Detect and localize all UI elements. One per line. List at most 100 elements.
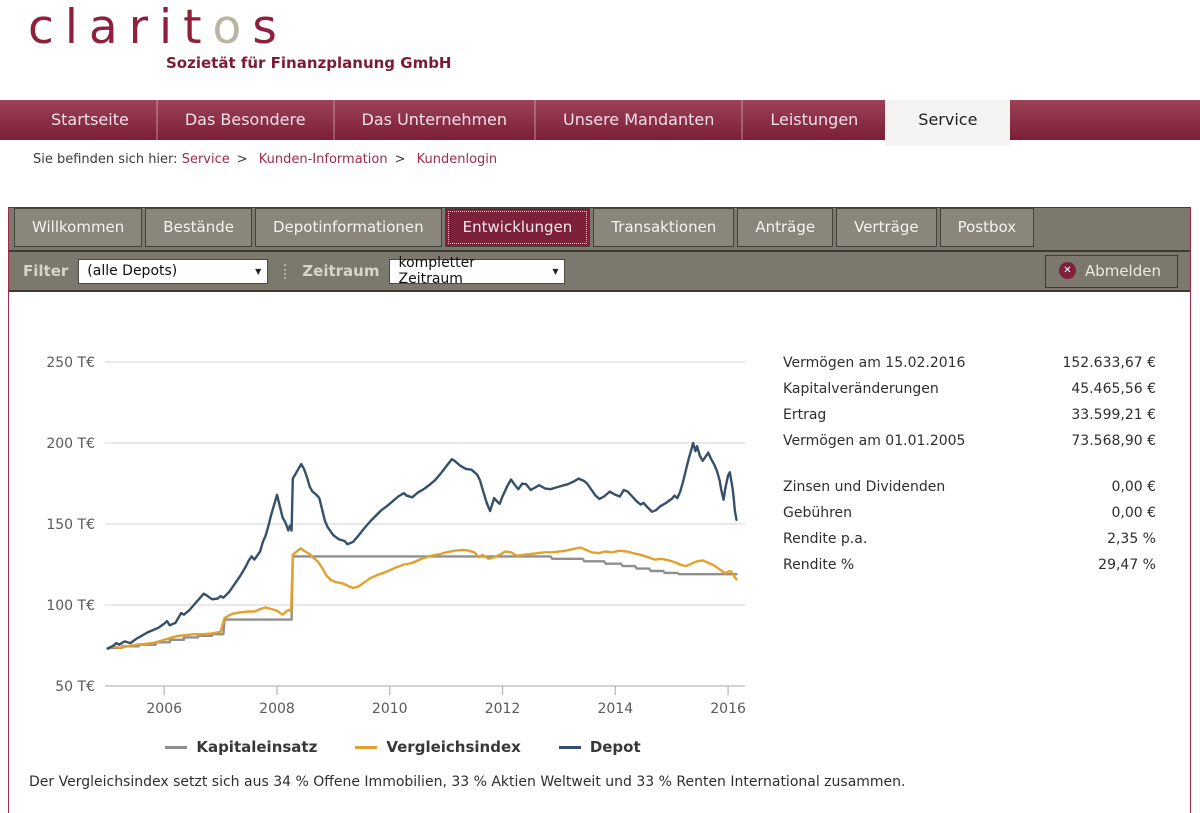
stat-row: Ertrag 33.599,21 € (783, 402, 1156, 428)
tab-strip: Willkommen Bestände Depotinformationen Entw… (9, 207, 1190, 252)
stat-row: Vermögen am 01.01.2005 73.568,90 € (783, 428, 1156, 454)
logo-letter: c (28, 0, 65, 55)
y-axis-tick-label: 150 T€ (46, 517, 95, 533)
tab-vertr-ge[interactable]: Verträge (836, 208, 937, 247)
stat-label: Gebühren (783, 505, 853, 521)
legend-item-vergleichsindex: Vergleichsindex (355, 738, 521, 756)
stat-label: Vermögen am 01.01.2005 (783, 433, 966, 449)
chart-content: 50 T€ 100 T€ 150 T€ 200 T€ 250 T€ 2006 2008 201… (9, 292, 1190, 790)
breadcrumb-separator: > (236, 152, 248, 167)
y-axis-tick-label: 250 T€ (46, 355, 95, 371)
chart-legend: Kapitaleinsatz Vergleichsindex Depot (45, 738, 761, 756)
stat-row: Kapitalveränderungen 45.465,56 € (783, 376, 1156, 402)
stat-value: 152.633,67 € (1062, 355, 1156, 371)
nav-item-leistungen[interactable]: Leistungen (741, 100, 885, 140)
y-axis-tick-label: 100 T€ (46, 598, 95, 614)
logo-letter: l (64, 0, 89, 55)
tab-best-nde[interactable]: Bestände (145, 208, 252, 247)
logo-letter: s (252, 0, 288, 55)
logo-letter: r (128, 0, 160, 55)
stat-label: Zinsen und Dividenden (783, 479, 946, 495)
line-chart: 50 T€ 100 T€ 150 T€ 200 T€ 250 T€ 2006 2008 201… (46, 355, 746, 717)
series-line-vergleichsindex (106, 546, 738, 650)
zeitraum-select[interactable]: kompletter Zeitraum ▼ (389, 255, 566, 287)
nav-item-service[interactable]: Service (885, 100, 1011, 146)
legend-swatch-icon (558, 745, 581, 749)
tab-antr-ge[interactable]: Anträge (737, 208, 834, 247)
breadcrumb-link[interactable]: Kundenlogin (416, 152, 498, 167)
legend-swatch-icon (355, 745, 378, 749)
y-axis-tick-label: 200 T€ (46, 436, 95, 452)
tab-postbox[interactable]: Postbox (939, 208, 1035, 247)
logo-letter: t (183, 0, 213, 55)
stat-value: 0,00 € (1111, 505, 1156, 521)
chevron-down-icon: ▼ (255, 266, 262, 276)
stat-row: Zinsen und Dividenden 0,00 € (783, 474, 1156, 500)
nav-item-das-unternehmen[interactable]: Das Unternehmen (332, 100, 535, 140)
legend-label: Depot (589, 738, 641, 756)
legend-item-kapitaleinsatz: Kapitaleinsatz (165, 738, 317, 756)
brand-logo: claritos (28, 0, 288, 56)
stat-group: Vermögen am 15.02.2016 152.633,67 € Kapita… (783, 350, 1156, 454)
x-axis-tick-label: 2016 (710, 701, 746, 717)
stat-row: Gebühren 0,00 € (783, 500, 1156, 526)
stat-label: Rendite p.a. (783, 531, 868, 547)
stat-value: 45.465,56 € (1071, 381, 1156, 397)
stat-value: 29,47 % (1098, 557, 1156, 573)
x-axis-tick-label: 2006 (146, 701, 182, 717)
logo-letter: a (88, 0, 129, 55)
y-axis-tick-label: 50 T€ (55, 679, 95, 695)
tab-transaktionen[interactable]: Transaktionen (593, 208, 735, 247)
stat-label: Kapitalveränderungen (783, 381, 939, 397)
stat-value: 33.599,21 € (1071, 407, 1156, 423)
page-header: claritos Sozietät für Finanzplanung GmbH (0, 0, 1200, 100)
stat-value: 2,35 % (1107, 531, 1156, 547)
nav-item-das-besondere[interactable]: Das Besondere (155, 100, 333, 140)
stat-group: Zinsen und Dividenden 0,00 € Gebühren 0,00 … (783, 474, 1156, 578)
breadcrumb: Sie befinden sich hier: Service > Kunden-… (33, 152, 497, 167)
tab-willkommen[interactable]: Willkommen (14, 208, 143, 247)
logo-letter: i (159, 0, 184, 55)
breadcrumb-link[interactable]: Kunden-Information (258, 152, 388, 167)
stat-value: 0,00 € (1111, 479, 1156, 495)
series-line-depot (106, 441, 738, 650)
footnote: Der Vergleichsindex setzt sich aus 34 % … (29, 774, 906, 790)
tab-depotinformationen[interactable]: Depotinformationen (254, 208, 442, 247)
legend-item-depot: Depot (558, 738, 641, 756)
filter-label: Filter (23, 262, 69, 280)
legend-swatch-icon (165, 745, 188, 749)
chevron-down-icon: ▼ (552, 266, 559, 276)
stat-label: Vermögen am 15.02.2016 (783, 355, 966, 371)
breadcrumb-prefix: Sie befinden sich hier: (33, 152, 178, 167)
breadcrumb-link[interactable]: Service (181, 152, 230, 167)
stats-panel: Vermögen am 15.02.2016 152.633,67 € Kapita… (783, 328, 1156, 756)
performance-chart: 50 T€ 100 T€ 150 T€ 200 T€ 250 T€ 2006 2008 201… (45, 328, 761, 756)
brand-tagline: Sozietät für Finanzplanung GmbH (166, 54, 452, 72)
legend-label: Kapitaleinsatz (196, 738, 318, 756)
depot-filter-select[interactable]: (alle Depots) ▼ (78, 258, 269, 284)
content-panel: Willkommen Bestände Depotinformationen Entw… (8, 207, 1191, 813)
x-axis-tick-label: 2014 (597, 701, 633, 717)
zeitraum-label: Zeitraum (302, 262, 380, 280)
x-axis-tick-label: 2012 (485, 701, 521, 717)
logo-letter: o (212, 0, 253, 55)
zeitraum-value: kompletter Zeitraum (398, 255, 476, 287)
stat-value: 73.568,90 € (1071, 433, 1156, 449)
stat-label: Ertrag (783, 407, 827, 423)
x-axis-tick-label: 2008 (259, 701, 295, 717)
legend-label: Vergleichsindex (386, 738, 521, 756)
stat-row: Rendite p.a. 2,35 % (783, 526, 1156, 552)
logout-button[interactable]: ✕ Abmelden (1044, 254, 1178, 288)
logout-label: Abmelden (1084, 261, 1161, 280)
nav-item-startseite[interactable]: Startseite (51, 110, 129, 129)
filter-bar: Filter (alle Depots) ▼ Zeitraum komplett… (9, 252, 1190, 292)
main-nav: Startseite Das Besondere Das Unternehmen Un… (0, 100, 1200, 146)
breadcrumb-separator: > (394, 152, 406, 167)
nav-item-unsere-mandanten[interactable]: Unsere Mandanten (534, 100, 741, 140)
separator-grip-icon (284, 263, 288, 279)
depot-filter-value: (alle Depots) (87, 263, 178, 279)
x-axis-tick-label: 2010 (372, 701, 408, 717)
tab-entwicklungen[interactable]: Entwicklungen (444, 208, 591, 247)
stat-row: Vermögen am 15.02.2016 152.633,67 € (783, 350, 1156, 376)
stat-row: Rendite % 29,47 % (783, 552, 1156, 578)
